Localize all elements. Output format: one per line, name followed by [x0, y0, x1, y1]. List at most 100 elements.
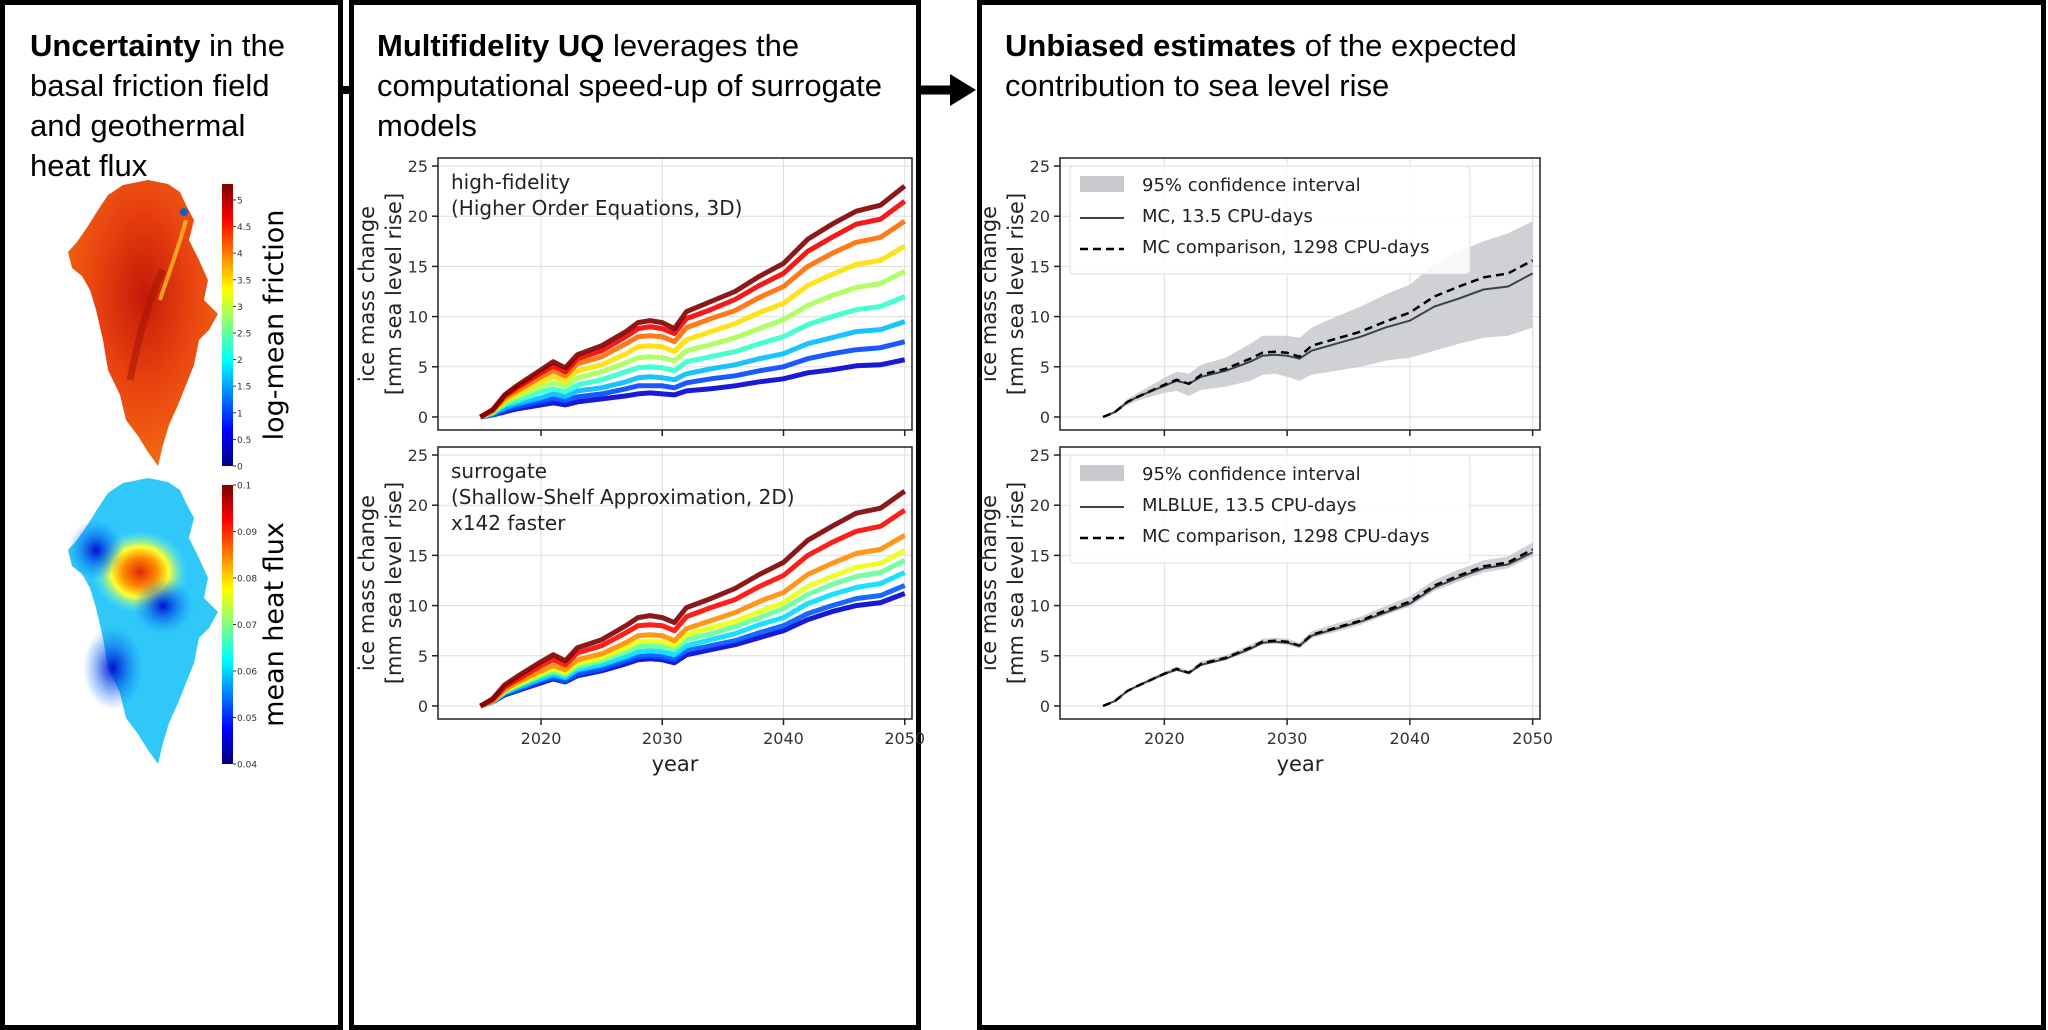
- heading-rest: of the expected contribution to sea leve…: [1005, 28, 1517, 103]
- legend-label: MC comparison, 1298 CPU-days: [1142, 237, 1429, 258]
- y-tick-label: 0: [418, 408, 428, 427]
- colorbar-tick-label: 5: [237, 196, 243, 206]
- chart-annotation: high-fidelity: [451, 170, 570, 194]
- colorbar-label: log-mean friction: [259, 210, 290, 441]
- colorbar-tick-label: 3: [237, 303, 243, 313]
- colorbar-tick-label: 0.1: [237, 482, 251, 492]
- colorbar-tick-label: 0.06: [237, 668, 257, 678]
- y-axis-label: [mm sea level rise]: [1004, 193, 1028, 395]
- legend-label: MLBLUE, 13.5 CPU-days: [1142, 495, 1356, 516]
- y-tick-label: 15: [1030, 257, 1050, 276]
- y-axis-label: [mm sea level rise]: [1004, 482, 1028, 684]
- ensemble-line: [479, 269, 906, 420]
- y-tick-label: 0: [418, 697, 428, 716]
- ensemble-line: [479, 489, 907, 709]
- colorbar-tick-label: 0: [237, 463, 243, 473]
- colorbar-tick-label: 0.08: [237, 575, 257, 585]
- legend-label: 95% confidence interval: [1142, 175, 1361, 196]
- legend: 95% confidence interval MC, 13.5 CPU-days…: [1069, 165, 1471, 275]
- ensemble-line: [479, 219, 907, 420]
- y-tick-label: 20: [1030, 496, 1050, 515]
- ensemble-line: [479, 294, 906, 420]
- colorbar-tick-label: 0.04: [237, 761, 257, 771]
- colorbar-tick-label: 0.5: [237, 436, 251, 446]
- chart-hf: 0 5 10 15 20 25 ice mass change [mm sea level r…: [355, 157, 913, 436]
- x-axis-label: year: [652, 752, 699, 776]
- ensemble-line: [479, 319, 906, 420]
- x-tick-label: 2040: [763, 729, 804, 748]
- y-tick-label: 20: [408, 496, 428, 515]
- chart-annotation: (Shallow-Shelf Approximation, 2D): [451, 485, 795, 509]
- colorbar-label: mean heat flux: [259, 522, 290, 727]
- heat-flux-map: [68, 478, 218, 764]
- colorbar-tick-label: 0.05: [237, 714, 257, 724]
- legend-box: [1069, 454, 1471, 564]
- ensemble-line: [479, 533, 906, 709]
- colorbar: [222, 184, 233, 466]
- legend-box: [1069, 165, 1471, 275]
- ensemble-line: [479, 184, 907, 420]
- y-tick-label: 5: [418, 647, 428, 666]
- y-tick-label: 25: [1030, 157, 1050, 176]
- multifidelity-heading: Multifidelity UQ leverages the computati…: [377, 26, 897, 146]
- uncertainty-heading: Uncertainty in the basal friction field …: [30, 26, 310, 186]
- estimates-heading: Unbiased estimates of the expected contr…: [1005, 26, 1565, 106]
- y-tick-label: 25: [408, 446, 428, 465]
- y-axis-label: [mm sea level rise]: [382, 482, 406, 684]
- y-axis-label: ice mass change: [977, 495, 1001, 671]
- arrow-right-icon: [921, 74, 976, 106]
- colorbar-tick-label: 0.09: [237, 528, 257, 538]
- legend-swatch-band: [1080, 465, 1124, 481]
- y-tick-label: 0: [1040, 697, 1050, 716]
- colorbar-tick-label: 0.07: [237, 621, 257, 631]
- colorbar-tick-label: 2: [237, 356, 243, 366]
- y-axis-label: [mm sea level rise]: [382, 193, 406, 395]
- y-tick-label: 20: [1030, 207, 1050, 226]
- y-tick-label: 25: [1030, 446, 1050, 465]
- x-axis-label: year: [1277, 752, 1324, 776]
- x-tick-label: 2050: [884, 729, 925, 748]
- chart-annotation: surrogate: [451, 459, 547, 483]
- colorbar: [222, 485, 233, 764]
- y-tick-label: 15: [1030, 546, 1050, 565]
- legend: 95% confidence interval MLBLUE, 13.5 CPU-…: [1069, 454, 1471, 564]
- y-tick-label: 5: [1040, 647, 1050, 666]
- chart-annotation: x142 faster: [451, 511, 566, 535]
- chart-annotation: (Higher Order Equations, 3D): [451, 196, 742, 220]
- chart-mlblue: 2020 2030 2040 2050 0 5 10 15 20 25 ice mass chang…: [977, 446, 1553, 776]
- x-tick-label: 2030: [642, 729, 683, 748]
- legend-label: MC, 13.5 CPU-days: [1142, 206, 1313, 227]
- heading-rest: in the basal friction field and geotherm…: [30, 28, 285, 183]
- y-tick-label: 5: [418, 358, 428, 377]
- colorbar-tick-label: 1: [237, 409, 243, 419]
- comparison-line: [1102, 548, 1534, 708]
- colorbar-tick-label: 4.5: [237, 223, 251, 233]
- y-tick-label: 25: [408, 157, 428, 176]
- ensemble-line: [479, 508, 907, 709]
- y-tick-label: 10: [1030, 597, 1050, 616]
- colorbar-tick-label: 4: [237, 250, 243, 260]
- heading-bold: Unbiased estimates: [1005, 28, 1297, 63]
- colorbar-tick-label: 1.5: [237, 383, 251, 393]
- ensemble-line: [479, 244, 906, 420]
- legend-label: MC comparison, 1298 CPU-days: [1142, 526, 1429, 547]
- x-tick-label: 2040: [1390, 729, 1431, 748]
- x-tick-label: 2030: [1267, 729, 1308, 748]
- heading-rest: leverages the computational speed-up of …: [377, 28, 882, 143]
- y-axis-label: ice mass change: [977, 206, 1001, 382]
- y-tick-label: 5: [1040, 358, 1050, 377]
- confidence-band: [1103, 221, 1533, 417]
- y-tick-label: 0: [1040, 408, 1050, 427]
- ensemble-line: [479, 357, 906, 420]
- colorbar-tick-label: 3.5: [237, 276, 251, 286]
- y-tick-label: 10: [408, 308, 428, 327]
- x-tick-label: 2050: [1512, 729, 1553, 748]
- plot-frame: [1059, 157, 1541, 431]
- plot-frame: [1059, 446, 1541, 720]
- friction-map: [68, 180, 218, 466]
- heading-bold: Uncertainty: [30, 28, 201, 63]
- y-axis-label: ice mass change: [355, 206, 379, 382]
- legend-label: 95% confidence interval: [1142, 464, 1361, 485]
- y-tick-label: 15: [408, 546, 428, 565]
